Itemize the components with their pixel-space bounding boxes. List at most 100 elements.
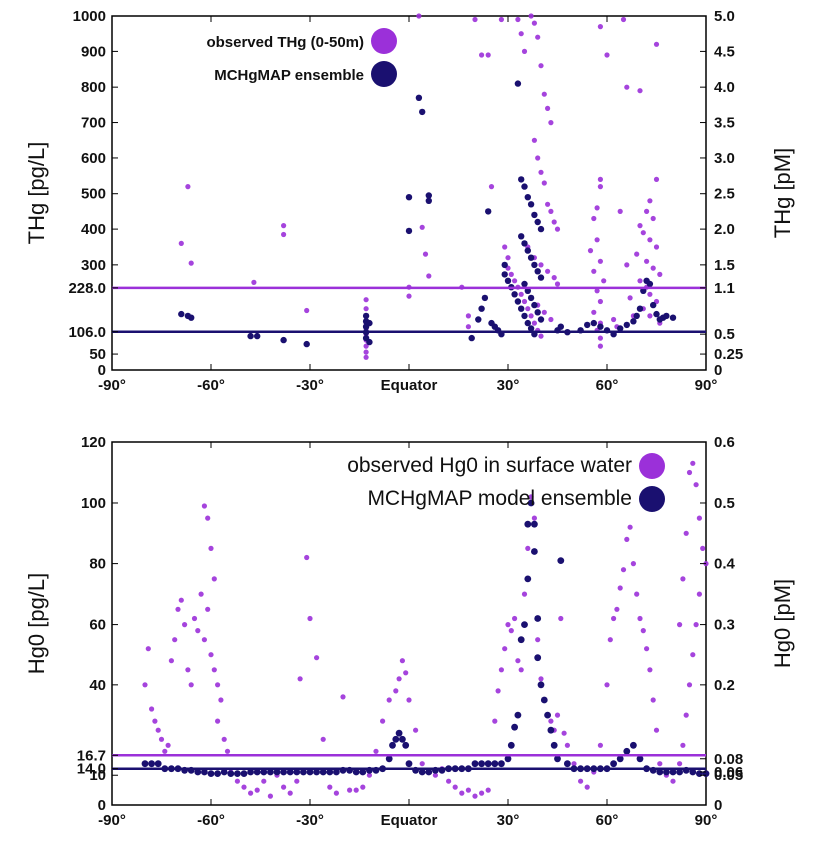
observed-point (644, 208, 650, 214)
x-tick-label: 60° (596, 812, 619, 829)
model-point (207, 770, 215, 777)
y-tick-label: 14.0 (77, 761, 106, 778)
model-point (188, 314, 195, 321)
observed-point (591, 215, 597, 222)
observed-point (637, 223, 643, 229)
y2-tick-label: 4.5 (714, 43, 735, 60)
model-point (418, 768, 426, 776)
observed-point (518, 31, 524, 37)
observed-point (502, 244, 508, 250)
model-point (617, 325, 624, 332)
observed-point (548, 208, 554, 214)
y-tick-label: 50 (89, 346, 106, 363)
x-tick-label: 90° (695, 812, 718, 829)
model-point (194, 768, 202, 776)
observed-point (518, 291, 524, 297)
model-point (663, 312, 670, 320)
model-point (597, 323, 604, 330)
model-point (402, 741, 410, 749)
observed-point (538, 63, 544, 69)
observed-point (548, 120, 554, 126)
observed-point (211, 667, 217, 673)
y-tick-label: 60 (89, 617, 106, 634)
model-point (286, 768, 294, 776)
model-point (669, 768, 677, 776)
observed-point (538, 262, 544, 268)
y-tick-label: 106.0 (68, 324, 106, 341)
observed-point (538, 676, 544, 682)
observed-point (327, 784, 333, 790)
y2-tick-label: 0.08 (714, 751, 743, 768)
model-point (234, 770, 241, 777)
thg-chart: -90° -60° -30° Equator 30° 60° 90°050106.0228.… (24, 8, 795, 394)
observed-point (281, 784, 287, 790)
observed-point (248, 790, 254, 796)
model-point (524, 247, 531, 254)
observed-point (640, 628, 646, 634)
observed-point (515, 16, 521, 23)
observed-point (511, 615, 518, 622)
observed-point (320, 736, 326, 742)
observed-point (650, 265, 656, 271)
observed-point (578, 778, 584, 784)
model-point (273, 768, 281, 776)
y-tick-label: 100 (81, 495, 106, 512)
model-point (534, 654, 542, 662)
observed-point (518, 667, 524, 673)
observed-point (630, 561, 637, 567)
model-point (141, 760, 149, 768)
model-point (653, 310, 660, 318)
model-point (521, 312, 528, 320)
legend-label: observed Hg0 in surface water (347, 454, 632, 477)
observed-point (165, 742, 171, 748)
x-tick-label: Equator (381, 812, 438, 829)
observed-point (614, 606, 620, 612)
model-point (623, 747, 631, 755)
observed-point (413, 727, 419, 733)
observed-point (158, 736, 165, 742)
model-point (366, 319, 373, 327)
observed-point (535, 637, 541, 643)
observed-point (521, 48, 528, 55)
model-point (468, 334, 475, 342)
model-point (527, 499, 535, 507)
model-point (148, 760, 156, 768)
observed-point (205, 515, 211, 521)
model-point (511, 291, 518, 298)
observed-point (531, 137, 538, 143)
observed-point (594, 288, 600, 294)
model-point (415, 94, 423, 102)
model-point (504, 755, 512, 763)
model-point (527, 254, 535, 261)
observed-point (495, 688, 501, 694)
model-point (501, 271, 508, 278)
legend-label: MCHgMAP model ensemble (367, 487, 632, 510)
observed-point (333, 790, 339, 796)
observed-point (670, 778, 676, 784)
model-point (630, 741, 637, 749)
observed-point (224, 748, 231, 754)
model-point (267, 768, 274, 776)
observed-point (545, 105, 551, 111)
model-point (240, 770, 248, 777)
observed-point (528, 13, 534, 19)
observed-point (611, 316, 617, 323)
model-point (640, 287, 647, 294)
observed-point (545, 268, 551, 274)
legend-marker (371, 28, 397, 54)
observed-point (459, 790, 465, 796)
model-point (419, 108, 426, 116)
observed-point (521, 591, 528, 597)
observed-point (406, 293, 412, 299)
observed-point (363, 349, 369, 355)
observed-point (637, 88, 643, 94)
model-point (518, 176, 525, 183)
observed-point (591, 309, 597, 315)
observed-point (465, 313, 471, 319)
model-point (359, 768, 367, 776)
observed-point (535, 34, 541, 40)
model-point (293, 768, 301, 776)
observed-point (446, 778, 452, 784)
model-point (178, 310, 185, 318)
observed-point (535, 155, 541, 161)
